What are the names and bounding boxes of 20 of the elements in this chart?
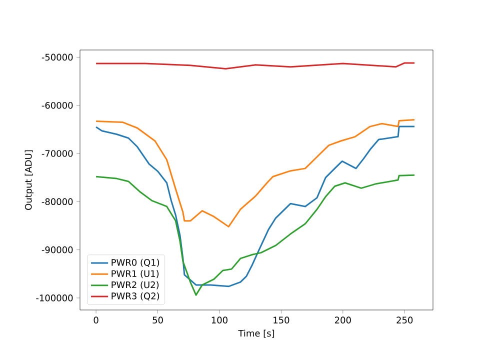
legend-label: PWR0 (Q1) [112, 258, 160, 267]
y-tick-label: -90000 [42, 246, 73, 254]
y-axis-title: Output [ADU] [24, 150, 34, 210]
x-tick-label: 100 [212, 316, 228, 324]
y-tick-label: -60000 [42, 102, 73, 109]
y-tick-label: -80000 [42, 198, 73, 206]
x-tick-label: 50 [152, 316, 163, 324]
x-axis-title: Time [s] [238, 330, 274, 338]
x-tick-label: 0 [94, 316, 98, 324]
y-tick-label: -100000 [36, 294, 73, 302]
x-tick-label: 250 [396, 316, 413, 324]
legend-label: PWR3 (Q2) [112, 292, 160, 300]
legend-label: PWR1 (U1) [112, 270, 159, 278]
line-series [95, 126, 416, 288]
y-tick-label: -70000 [42, 150, 73, 157]
legend-label: PWR2 (U2) [112, 281, 159, 290]
x-tick-label: 200 [334, 316, 351, 324]
y-tick-label: -50000 [42, 54, 73, 61]
x-tick-label: 150 [274, 316, 290, 324]
line-series [95, 119, 416, 228]
